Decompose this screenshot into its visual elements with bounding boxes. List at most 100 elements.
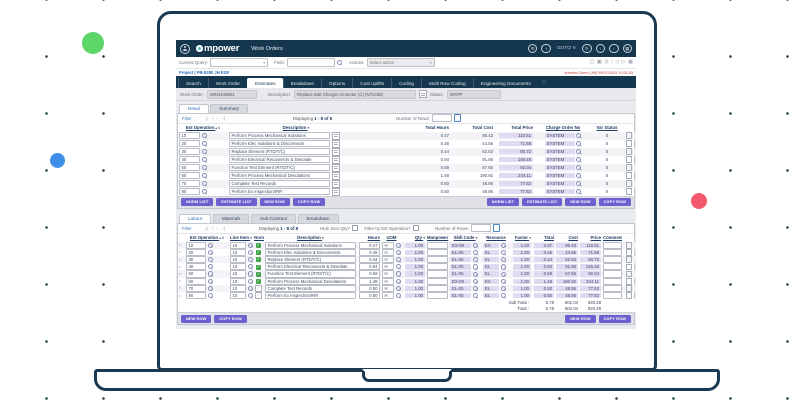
lookup-icon[interactable] (207, 249, 213, 256)
cost-type-tab[interactable]: Materials (212, 213, 250, 224)
comments-input[interactable] (603, 270, 622, 278)
detail-grid-icon[interactable] (332, 155, 341, 164)
lookup-icon[interactable] (207, 293, 213, 299)
current-query-select[interactable]: ▾ (210, 58, 269, 67)
labour-line-row[interactable]: ▹ 30 10 ✓ (178, 256, 636, 264)
last-page-icon[interactable]: ›| (222, 115, 225, 121)
detail-grid-icon[interactable] (332, 179, 341, 188)
norm-status-icon[interactable]: ✓ (255, 284, 262, 292)
qty-box[interactable]: 1.00 (405, 264, 425, 270)
delete-row-icon[interactable] (626, 156, 632, 163)
lookup-icon[interactable] (472, 285, 478, 292)
hours-input[interactable]: 0.46 (359, 248, 380, 257)
qty-box[interactable]: 1.00 (405, 278, 425, 284)
col-description[interactable]: Description ▾ (297, 235, 324, 241)
description-input[interactable]: Perform Ex Inspection/IRR (229, 188, 330, 196)
estimate-operation-row[interactable]: 70 Complete Test Records 0.50 48.86 77.6… (178, 179, 636, 188)
est-operation-input[interactable]: 10 (186, 241, 206, 249)
norm-status-icon[interactable]: ✓ (256, 264, 261, 270)
detail-grid-icon[interactable] (332, 131, 341, 140)
manpower-input[interactable] (427, 277, 448, 285)
estimate-operation-row[interactable]: 30 Replace Element (RTD/T/C) 0.44 62.53 … (178, 147, 636, 156)
description-detail-icon[interactable] (419, 90, 428, 98)
comments-input[interactable] (603, 256, 622, 264)
lookup-icon[interactable] (576, 181, 582, 187)
est-operation-input[interactable]: 60 (186, 277, 206, 285)
detail-grid-icon[interactable] (332, 147, 341, 156)
detail-tab[interactable]: Summary (210, 103, 248, 114)
resource-box[interactable]: EL (483, 264, 499, 270)
search-icon[interactable] (336, 59, 342, 66)
description-input[interactable]: Perform Electrical Reconnects & Desolate (265, 263, 356, 271)
est-operation-input[interactable]: 30 (179, 148, 200, 156)
labour-line-row[interactable]: ▹ 50 10 ✓ (178, 270, 636, 278)
module-tab[interactable]: Cost Uplifts (352, 78, 391, 88)
hide-zero-qty-checkbox[interactable] (351, 224, 359, 232)
lookup-icon[interactable] (500, 293, 506, 299)
comments-input[interactable] (603, 263, 622, 271)
lookup-icon[interactable] (500, 249, 506, 256)
project-link[interactable]: Project | PB-5280 JH EGF (179, 70, 230, 75)
manpower-input[interactable] (427, 270, 448, 278)
col-comments[interactable]: Comments (603, 235, 622, 241)
field-input[interactable] (286, 58, 335, 67)
cost-type-tab[interactable]: Sub-Contract (250, 213, 297, 224)
lookup-icon[interactable] (395, 257, 401, 263)
module-tab[interactable]: Options (321, 78, 352, 88)
lookup-icon[interactable] (247, 293, 253, 299)
factor-box[interactable]: 1.00 (513, 278, 531, 284)
module-tab[interactable]: Engineering Documents (472, 78, 538, 88)
lookup-icon[interactable] (247, 285, 253, 291)
lookup-icon[interactable] (500, 278, 506, 284)
lookup-icon[interactable] (207, 257, 213, 263)
delete-row-icon[interactable] (626, 249, 632, 256)
col-resource[interactable]: Resource (486, 235, 506, 241)
description-input[interactable]: Perform Electrical Reconnects & Desolate (229, 156, 330, 164)
lookup-icon[interactable] (395, 285, 401, 291)
skill-code-box[interactable]: EL-05 (450, 249, 471, 256)
delete-row-icon[interactable] (626, 140, 632, 147)
lookup-icon[interactable] (395, 242, 401, 248)
lookup-icon[interactable] (500, 242, 506, 248)
lookup-icon[interactable] (576, 133, 582, 139)
number-of-rows-input[interactable] (470, 224, 491, 233)
row-expand-icon[interactable]: ▹ (179, 249, 182, 255)
detail-grid-icon[interactable] (332, 187, 341, 196)
next-record-icon[interactable]: › (609, 43, 619, 54)
action-button[interactable]: NEW ROW (259, 198, 290, 207)
settings-gear-icon[interactable]: ⚙ (527, 43, 538, 54)
resource-box[interactable]: EX (483, 242, 499, 249)
comments-input[interactable] (603, 292, 622, 300)
estimate-operation-row[interactable]: 40 Perform Electrical Reconnects & Desol… (178, 155, 636, 164)
uom-input[interactable]: H (382, 263, 394, 271)
manpower-input[interactable] (427, 263, 448, 271)
description-input[interactable]: Replace Element (RTD/T/C) (229, 148, 330, 156)
first-page-icon[interactable]: |‹ (205, 225, 209, 231)
lookup-icon[interactable] (247, 264, 253, 270)
add-icon[interactable]: + (541, 43, 551, 54)
lookup-icon[interactable] (576, 157, 582, 163)
qty-box[interactable]: 1.00 (405, 249, 425, 256)
goto-menu[interactable]: GOTO ∨ (557, 46, 576, 51)
lookup-icon[interactable] (207, 271, 213, 277)
manpower-input[interactable] (427, 284, 448, 292)
detail-grid-icon[interactable] (332, 171, 341, 180)
est-operation-input[interactable]: 40 (186, 263, 206, 271)
qty-box[interactable]: 1.00 (405, 292, 425, 299)
lookup-icon[interactable] (472, 264, 478, 270)
delete-row-icon[interactable] (626, 180, 632, 187)
export-icon[interactable] (492, 224, 500, 233)
row-expand-icon[interactable]: ▹ (179, 263, 182, 269)
number-of-rows-input[interactable] (432, 114, 453, 123)
hours-input[interactable]: 0.50 (359, 292, 380, 300)
lookup-icon[interactable] (576, 141, 582, 147)
col-norm[interactable]: Norm? (254, 235, 264, 241)
undo-icon[interactable]: ◁ (615, 58, 620, 65)
hours-input[interactable]: 1.48 (359, 277, 380, 285)
last-page-icon[interactable]: ›| (222, 225, 225, 231)
lookup-icon[interactable] (576, 189, 582, 195)
factor-box[interactable]: 1.00 (513, 292, 531, 299)
line-item-input[interactable]: 10 (230, 277, 246, 285)
description-input[interactable]: Perform Elec Isolations & Disconnects (229, 140, 330, 148)
skill-code-box[interactable]: EL-05 (450, 271, 471, 277)
